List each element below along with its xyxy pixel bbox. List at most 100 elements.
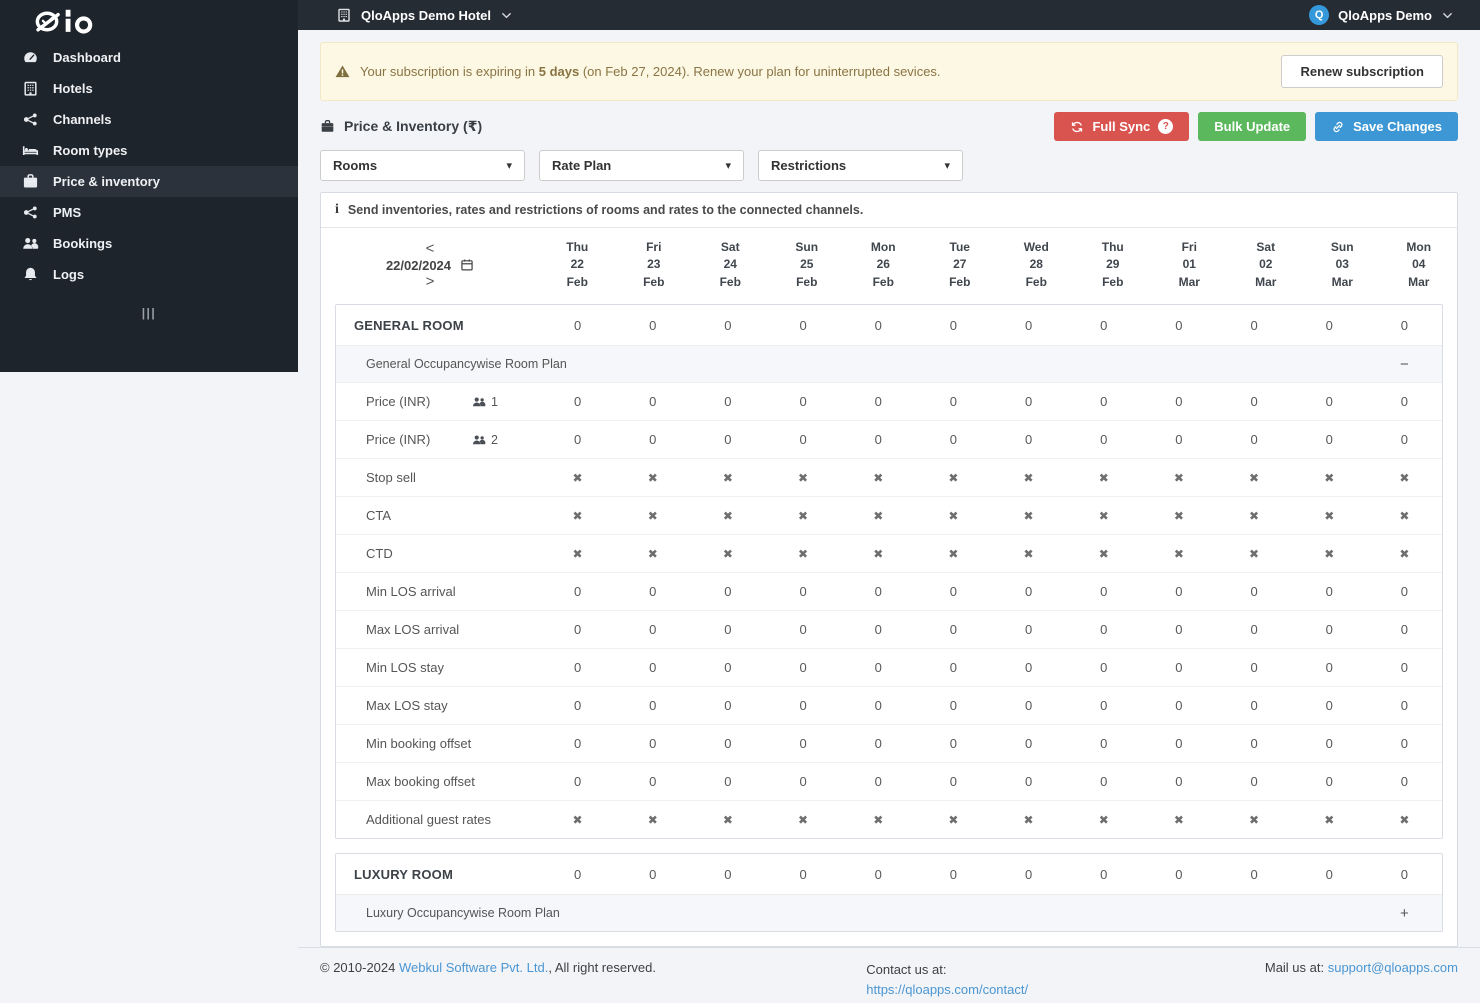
inventory-cell[interactable]: 0 bbox=[1400, 432, 1409, 448]
inventory-cell[interactable]: 0 bbox=[1250, 622, 1258, 638]
inventory-cell[interactable]: ✖ bbox=[991, 546, 1066, 561]
inventory-cell[interactable]: 0 bbox=[1100, 317, 1108, 333]
inventory-cell[interactable]: 0 bbox=[649, 698, 657, 714]
inventory-cell[interactable]: 0 bbox=[799, 317, 807, 333]
inventory-cell[interactable]: 0 bbox=[573, 432, 582, 448]
inventory-cell[interactable]: ✖ bbox=[615, 546, 690, 561]
inventory-cell[interactable]: 0 bbox=[949, 317, 958, 333]
inventory-cell[interactable]: 0 bbox=[724, 432, 732, 448]
sidebar-item-logs[interactable]: Logs bbox=[0, 259, 298, 290]
inventory-cell[interactable]: ✖ bbox=[540, 470, 615, 485]
inventory-cell[interactable]: 0 bbox=[1024, 622, 1033, 638]
inventory-cell[interactable]: ✖ bbox=[540, 812, 615, 827]
sidebar-item-channels[interactable]: Channels bbox=[0, 104, 298, 135]
inventory-cell[interactable]: 0 bbox=[573, 866, 582, 882]
user-menu[interactable]: Q QloApps Demo bbox=[1309, 5, 1454, 25]
inventory-cell[interactable]: 0 bbox=[949, 622, 958, 638]
inventory-cell[interactable]: ✖ bbox=[1367, 508, 1442, 523]
inventory-cell[interactable]: 0 bbox=[573, 317, 582, 333]
inventory-cell[interactable]: 0 bbox=[799, 432, 807, 448]
inventory-cell[interactable]: 0 bbox=[1325, 584, 1333, 600]
inventory-cell[interactable]: 0 bbox=[799, 584, 807, 600]
inventory-cell[interactable]: 0 bbox=[1175, 622, 1183, 638]
inventory-cell[interactable]: ✖ bbox=[1216, 546, 1291, 561]
inventory-cell[interactable]: 0 bbox=[949, 394, 958, 410]
inventory-cell[interactable]: 0 bbox=[1250, 317, 1258, 333]
filter-dropdown-rooms[interactable]: Rooms ▾ bbox=[320, 150, 525, 181]
inventory-cell[interactable]: ✖ bbox=[1216, 508, 1291, 523]
inventory-cell[interactable]: 0 bbox=[724, 866, 732, 882]
inventory-cell[interactable]: ✖ bbox=[1292, 812, 1367, 827]
inventory-cell[interactable]: 0 bbox=[799, 660, 807, 676]
inventory-cell[interactable]: ✖ bbox=[1367, 812, 1442, 827]
inventory-cell[interactable]: 0 bbox=[1175, 736, 1183, 752]
bulk-update-button[interactable]: Bulk Update bbox=[1198, 112, 1307, 141]
inventory-cell[interactable]: 0 bbox=[1100, 394, 1108, 410]
inventory-cell[interactable]: 0 bbox=[1024, 317, 1033, 333]
inventory-cell[interactable]: 0 bbox=[649, 584, 657, 600]
inventory-cell[interactable]: ✖ bbox=[991, 508, 1066, 523]
inventory-cell[interactable]: 0 bbox=[1250, 584, 1258, 600]
inventory-cell[interactable]: 0 bbox=[1250, 394, 1258, 410]
sidebar-item-hotels[interactable]: Hotels bbox=[0, 73, 298, 104]
inventory-cell[interactable]: 0 bbox=[1024, 660, 1033, 676]
mail-link[interactable]: support@qloapps.com bbox=[1327, 960, 1458, 976]
inventory-cell[interactable]: 0 bbox=[874, 584, 882, 600]
inventory-cell[interactable]: ✖ bbox=[841, 812, 916, 827]
inventory-cell[interactable]: 0 bbox=[724, 660, 732, 676]
inventory-cell[interactable]: 0 bbox=[799, 698, 807, 714]
inventory-cell[interactable]: 0 bbox=[949, 584, 958, 600]
inventory-cell[interactable]: 0 bbox=[573, 698, 582, 714]
collapse-plan-button[interactable]: − bbox=[1400, 355, 1409, 373]
inventory-cell[interactable]: 0 bbox=[1175, 774, 1183, 790]
inventory-cell[interactable]: ✖ bbox=[841, 470, 916, 485]
inventory-cell[interactable]: 0 bbox=[573, 660, 582, 676]
inventory-cell[interactable]: 0 bbox=[1400, 660, 1409, 676]
inventory-cell[interactable]: 0 bbox=[649, 317, 657, 333]
inventory-cell[interactable]: ✖ bbox=[690, 812, 765, 827]
inventory-cell[interactable]: 0 bbox=[1175, 317, 1183, 333]
inventory-cell[interactable]: 0 bbox=[724, 622, 732, 638]
inventory-cell[interactable]: 0 bbox=[1024, 774, 1033, 790]
inventory-cell[interactable]: ✖ bbox=[765, 812, 840, 827]
inventory-cell[interactable]: 0 bbox=[1250, 432, 1258, 448]
next-date-button[interactable]: > bbox=[425, 272, 435, 290]
company-link[interactable]: Webkul Software Pvt. Ltd. bbox=[398, 960, 549, 976]
inventory-cell[interactable]: 0 bbox=[1100, 660, 1108, 676]
inventory-cell[interactable]: ✖ bbox=[1292, 508, 1367, 523]
sidebar-item-bookings[interactable]: Bookings bbox=[0, 228, 298, 259]
inventory-cell[interactable]: 0 bbox=[874, 394, 882, 410]
inventory-cell[interactable]: 0 bbox=[799, 774, 807, 790]
sidebar-collapse-handle[interactable]: ||| bbox=[141, 306, 157, 320]
inventory-cell[interactable]: ✖ bbox=[1141, 546, 1216, 561]
inventory-cell[interactable]: 0 bbox=[649, 774, 657, 790]
inventory-cell[interactable]: ✖ bbox=[540, 508, 615, 523]
renew-subscription-button[interactable]: Renew subscription bbox=[1281, 55, 1443, 88]
date-value[interactable]: 22/02/2024 bbox=[385, 257, 452, 273]
inventory-cell[interactable]: 0 bbox=[874, 698, 882, 714]
inventory-cell[interactable]: 0 bbox=[1100, 622, 1108, 638]
inventory-cell[interactable]: ✖ bbox=[765, 508, 840, 523]
qloapps-logo-icon[interactable] bbox=[0, 0, 150, 42]
inventory-cell[interactable]: ✖ bbox=[765, 470, 840, 485]
inventory-cell[interactable]: 0 bbox=[1400, 774, 1409, 790]
inventory-cell[interactable]: 0 bbox=[1175, 432, 1183, 448]
inventory-cell[interactable]: 0 bbox=[1250, 736, 1258, 752]
inventory-cell[interactable]: ✖ bbox=[916, 470, 991, 485]
inventory-cell[interactable]: 0 bbox=[799, 866, 807, 882]
inventory-cell[interactable]: 0 bbox=[1400, 584, 1409, 600]
inventory-cell[interactable]: ✖ bbox=[1066, 546, 1141, 561]
inventory-cell[interactable]: 0 bbox=[949, 432, 958, 448]
inventory-cell[interactable]: 0 bbox=[949, 660, 958, 676]
inventory-cell[interactable]: 0 bbox=[1100, 584, 1108, 600]
inventory-cell[interactable]: ✖ bbox=[615, 812, 690, 827]
inventory-cell[interactable]: 0 bbox=[649, 866, 657, 882]
inventory-cell[interactable]: 0 bbox=[1250, 660, 1258, 676]
inventory-cell[interactable]: 0 bbox=[1400, 394, 1409, 410]
inventory-cell[interactable]: ✖ bbox=[916, 812, 991, 827]
inventory-cell[interactable]: 0 bbox=[649, 622, 657, 638]
inventory-cell[interactable]: 0 bbox=[874, 317, 882, 333]
inventory-cell[interactable]: ✖ bbox=[1066, 470, 1141, 485]
sidebar-item-pms[interactable]: PMS bbox=[0, 197, 298, 228]
inventory-cell[interactable]: 0 bbox=[724, 584, 732, 600]
